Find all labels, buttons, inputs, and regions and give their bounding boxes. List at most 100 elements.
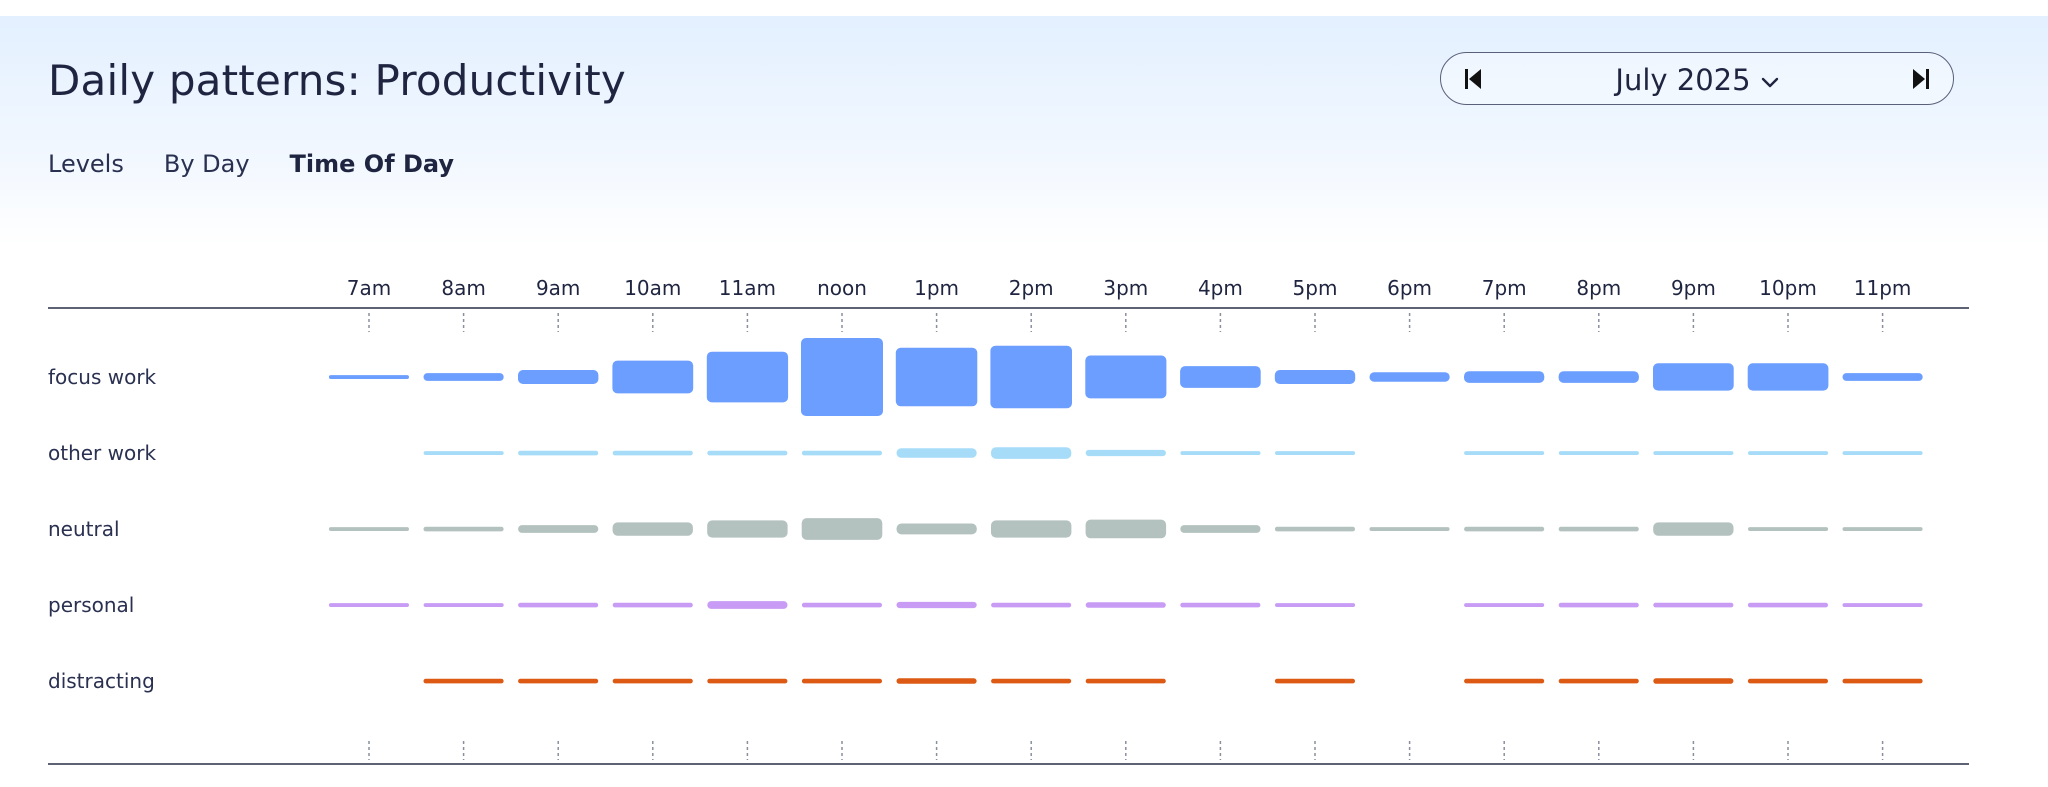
heat-cell: [518, 370, 599, 384]
heat-cell: [801, 678, 882, 684]
heat-cell: [1275, 603, 1356, 607]
heat-cell: [1464, 371, 1545, 383]
heat-cell: [801, 450, 882, 456]
heat-cell: [707, 678, 788, 684]
heat-cell: [801, 338, 883, 416]
heat-cell: [1180, 451, 1261, 455]
view-tabs: Levels By Day Time Of Day: [48, 150, 454, 178]
heat-cell: [1747, 363, 1829, 391]
heat-cell: [1180, 366, 1261, 388]
row-label: neutral: [48, 517, 120, 541]
heat-cell: [1085, 678, 1166, 684]
x-tick-label: 2pm: [1009, 276, 1054, 300]
heat-cell: [328, 603, 409, 607]
heat-cell: [991, 678, 1072, 684]
tab-levels[interactable]: Levels: [48, 150, 124, 178]
heat-cell: [1558, 526, 1639, 532]
heat-cell: [518, 525, 599, 533]
heat-cell: [707, 520, 788, 538]
time-of-day-chart: 7am 8am 9am 10am 11am noon 1pm 2pm 3pm 4pm 5pm 6pm 7…: [48, 276, 1969, 765]
heat-cell: [518, 678, 599, 684]
x-tick-label: 3pm: [1103, 276, 1148, 300]
heat-cell: [612, 602, 693, 608]
heat-cell: [1653, 363, 1734, 391]
heat-cell: [1842, 373, 1923, 381]
row-label: distracting: [48, 669, 155, 693]
heat-cell: [423, 373, 504, 381]
heat-cell: [1558, 678, 1639, 684]
heat-cell: [1558, 371, 1639, 383]
heat-cell: [612, 450, 693, 456]
heat-cell: [1842, 603, 1923, 607]
heat-cell: [1558, 451, 1639, 455]
heat-cell: [1653, 678, 1734, 684]
heat-cell: [1747, 678, 1828, 684]
heat-cell: [423, 526, 504, 532]
x-tick-label: noon: [817, 276, 867, 300]
heat-cell: [991, 602, 1072, 608]
heat-cell: [895, 347, 978, 407]
heat-cell: [1085, 449, 1166, 457]
heat-cell: [896, 678, 977, 684]
x-tick-label: 10am: [624, 276, 681, 300]
heat-cell: [1085, 602, 1166, 608]
caret-right-icon[interactable]: [1911, 67, 1931, 91]
heat-cell: [1464, 526, 1545, 532]
heat-cell: [423, 603, 504, 607]
x-tick-label: 5pm: [1293, 276, 1338, 300]
tab-time-of-day[interactable]: Time Of Day: [289, 150, 455, 178]
heat-cell: [707, 450, 788, 456]
x-tick-label: 8am: [441, 276, 485, 300]
heat-cell: [1464, 451, 1545, 455]
heat-cell: [1369, 372, 1450, 382]
heat-cell: [1653, 451, 1734, 455]
heat-cell: [612, 522, 693, 536]
heat-cell: [1653, 522, 1734, 536]
heat-cell: [1747, 602, 1828, 608]
month-dropdown[interactable]: July 2025: [1441, 53, 1953, 106]
heat-cell: [1369, 527, 1450, 531]
x-tick-label: 11am: [719, 276, 776, 300]
x-tick-label: 4pm: [1198, 276, 1243, 300]
heat-cell: [707, 601, 788, 609]
heat-cell: [1274, 526, 1355, 532]
page-title: Daily patterns: Productivity: [48, 56, 626, 105]
heat-cell: [612, 678, 693, 684]
heat-cell: [1085, 519, 1167, 539]
x-tick-label: 9am: [536, 276, 580, 300]
row-label: other work: [48, 441, 156, 465]
heat-cell: [1180, 602, 1261, 608]
x-tick-label: 8pm: [1576, 276, 1621, 300]
heat-cell: [896, 523, 977, 535]
caret-left-icon[interactable]: [1463, 67, 1483, 91]
heat-cell: [991, 447, 1072, 459]
heat-cell: [1275, 451, 1356, 455]
heat-cell: [612, 360, 694, 394]
heat-cell: [328, 527, 409, 531]
heat-cell: [1085, 355, 1167, 399]
tab-by-day[interactable]: By Day: [163, 150, 250, 178]
heat-cell: [706, 351, 789, 403]
heat-cell: [1748, 451, 1829, 455]
row-label: personal: [48, 593, 134, 617]
heat-cell: [1558, 602, 1639, 608]
heat-cell: [1842, 451, 1923, 455]
heat-cell: [1464, 678, 1545, 684]
heat-cell: [518, 602, 599, 608]
heat-cell: [1842, 527, 1923, 531]
heat-cell: [990, 345, 1072, 409]
productivity-app: Daily patterns: Productivity July 2025 L…: [0, 16, 2048, 787]
heat-cell: [1180, 525, 1261, 533]
heat-cell: [801, 602, 882, 608]
heat-cell: [328, 375, 409, 379]
heat-cell: [423, 451, 504, 455]
x-tick-label: 7am: [347, 276, 391, 300]
heat-cell: [1274, 678, 1355, 684]
heat-cell: [896, 601, 977, 609]
row-label: focus work: [48, 365, 157, 389]
heat-cell: [1464, 603, 1545, 607]
month-picker: July 2025: [1440, 52, 1954, 105]
heat-cell: [423, 678, 504, 684]
heat-cell: [1274, 370, 1356, 384]
heat-cell: [1842, 678, 1923, 684]
